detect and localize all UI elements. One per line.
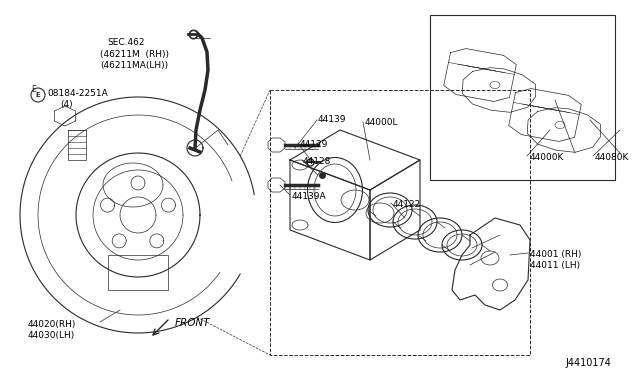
Text: 44129: 44129 — [300, 140, 328, 149]
Text: 08184-2251A: 08184-2251A — [47, 89, 108, 98]
Bar — [430, 15, 615, 180]
Text: J4410174: J4410174 — [565, 358, 611, 368]
Text: E: E — [31, 84, 36, 93]
Text: 44122: 44122 — [393, 200, 421, 209]
Text: 44000L: 44000L — [365, 118, 399, 127]
Text: 44139: 44139 — [318, 115, 346, 124]
Text: E: E — [35, 92, 40, 98]
Text: 44128: 44128 — [303, 157, 332, 166]
Text: 44000K: 44000K — [530, 153, 564, 162]
Text: 44080K: 44080K — [595, 153, 629, 162]
Bar — [108, 255, 168, 290]
Text: 44020(RH): 44020(RH) — [28, 320, 76, 329]
Text: 44030(LH): 44030(LH) — [28, 331, 76, 340]
Text: FRONT: FRONT — [175, 318, 211, 328]
Text: (46211M  (RH)): (46211M (RH)) — [100, 50, 169, 59]
Text: 44011 (LH): 44011 (LH) — [530, 261, 580, 270]
Text: SEC.462: SEC.462 — [107, 38, 145, 47]
Text: (46211MA(LH)): (46211MA(LH)) — [100, 61, 168, 70]
Text: (4): (4) — [60, 100, 72, 109]
Text: 44139A: 44139A — [292, 192, 326, 201]
Text: 44001 (RH): 44001 (RH) — [530, 250, 581, 259]
